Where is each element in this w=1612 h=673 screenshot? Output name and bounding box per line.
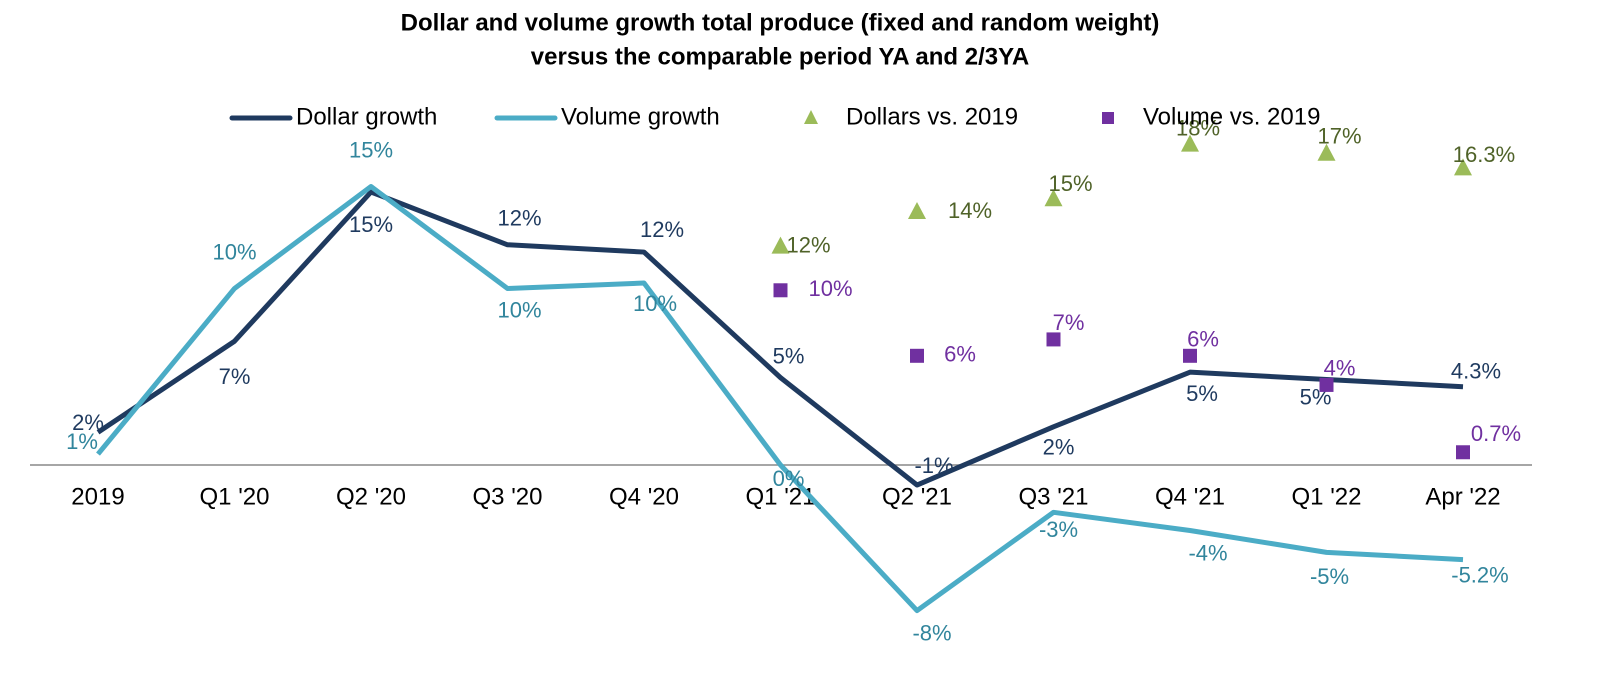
data-label: 0%	[773, 466, 805, 491]
series-line	[96, 189, 1464, 488]
data-label: 4%	[1324, 356, 1356, 381]
square-marker	[1046, 332, 1061, 347]
triangle-marker	[908, 202, 926, 220]
data-label: 17%	[1317, 124, 1361, 149]
legend-label: Volume growth	[561, 103, 720, 130]
data-label: 10%	[808, 276, 852, 301]
triangle-marker	[1044, 189, 1063, 207]
data-label: -3%	[1039, 517, 1078, 542]
legend-label: Dollars vs. 2019	[846, 103, 1018, 130]
x-tick-label: Q2 '20	[336, 483, 406, 510]
data-label: 15%	[349, 212, 393, 237]
chart-title: versus the comparable period YA and 2/3Y…	[531, 43, 1029, 70]
data-label: 2%	[72, 410, 104, 435]
data-label: -1%	[914, 453, 953, 478]
data-label: -5.2%	[1451, 562, 1508, 587]
triangle-marker	[1181, 134, 1199, 152]
data-label: 12%	[640, 217, 684, 242]
x-tick-label: Apr '22	[1425, 483, 1500, 510]
x-tick-label: Q2 '21	[882, 483, 952, 510]
data-label: 12%	[497, 206, 541, 231]
data-label: 7%	[219, 364, 251, 389]
x-tick-label: Q4 '21	[1155, 483, 1225, 510]
data-label: 16.3%	[1453, 142, 1515, 167]
legend-label: Volume vs. 2019	[1143, 103, 1320, 130]
x-tick-label: Q3 '20	[473, 483, 543, 510]
triangle-marker	[1454, 158, 1472, 176]
triangle-marker	[1317, 143, 1336, 161]
data-label: -5%	[1310, 564, 1349, 589]
series-line	[96, 184, 1464, 614]
data-label: 12%	[786, 232, 830, 257]
square-marker	[1456, 445, 1470, 460]
square-marker	[773, 283, 788, 298]
data-label: -8%	[912, 620, 951, 645]
data-label: 6%	[944, 342, 976, 367]
legend-label: Dollar growth	[296, 103, 437, 130]
data-label: 1%	[66, 429, 98, 454]
data-label: 10%	[633, 291, 677, 316]
data-label: 5%	[1186, 381, 1218, 406]
data-label: 15%	[349, 137, 393, 162]
legend-swatch	[804, 110, 818, 124]
data-label: 4.3%	[1451, 359, 1501, 384]
legend-swatch	[1102, 112, 1114, 124]
data-label: 10%	[497, 297, 541, 322]
data-label: 10%	[212, 239, 256, 264]
x-tick-label: Q1 '22	[1292, 483, 1362, 510]
data-label: 6%	[1187, 327, 1219, 352]
data-label: 2%	[1043, 435, 1075, 460]
square-marker	[1319, 377, 1334, 392]
square-marker	[910, 348, 924, 363]
data-label: 0.7%	[1471, 421, 1521, 446]
triangle-marker	[771, 236, 790, 254]
x-tick-label: Q4 '20	[609, 483, 679, 510]
data-label: -4%	[1188, 540, 1227, 565]
x-tick-label: Q3 '21	[1019, 483, 1089, 510]
data-label: 14%	[948, 198, 992, 223]
data-label: 5%	[773, 343, 805, 368]
x-tick-label: Q1 '20	[200, 483, 270, 510]
chart-title: Dollar and volume growth total produce (…	[401, 9, 1160, 36]
data-label: 18%	[1176, 115, 1220, 140]
square-marker	[1183, 348, 1197, 363]
x-tick-label: 2019	[71, 483, 124, 510]
data-label: 7%	[1053, 310, 1085, 335]
data-label: 15%	[1048, 171, 1092, 196]
